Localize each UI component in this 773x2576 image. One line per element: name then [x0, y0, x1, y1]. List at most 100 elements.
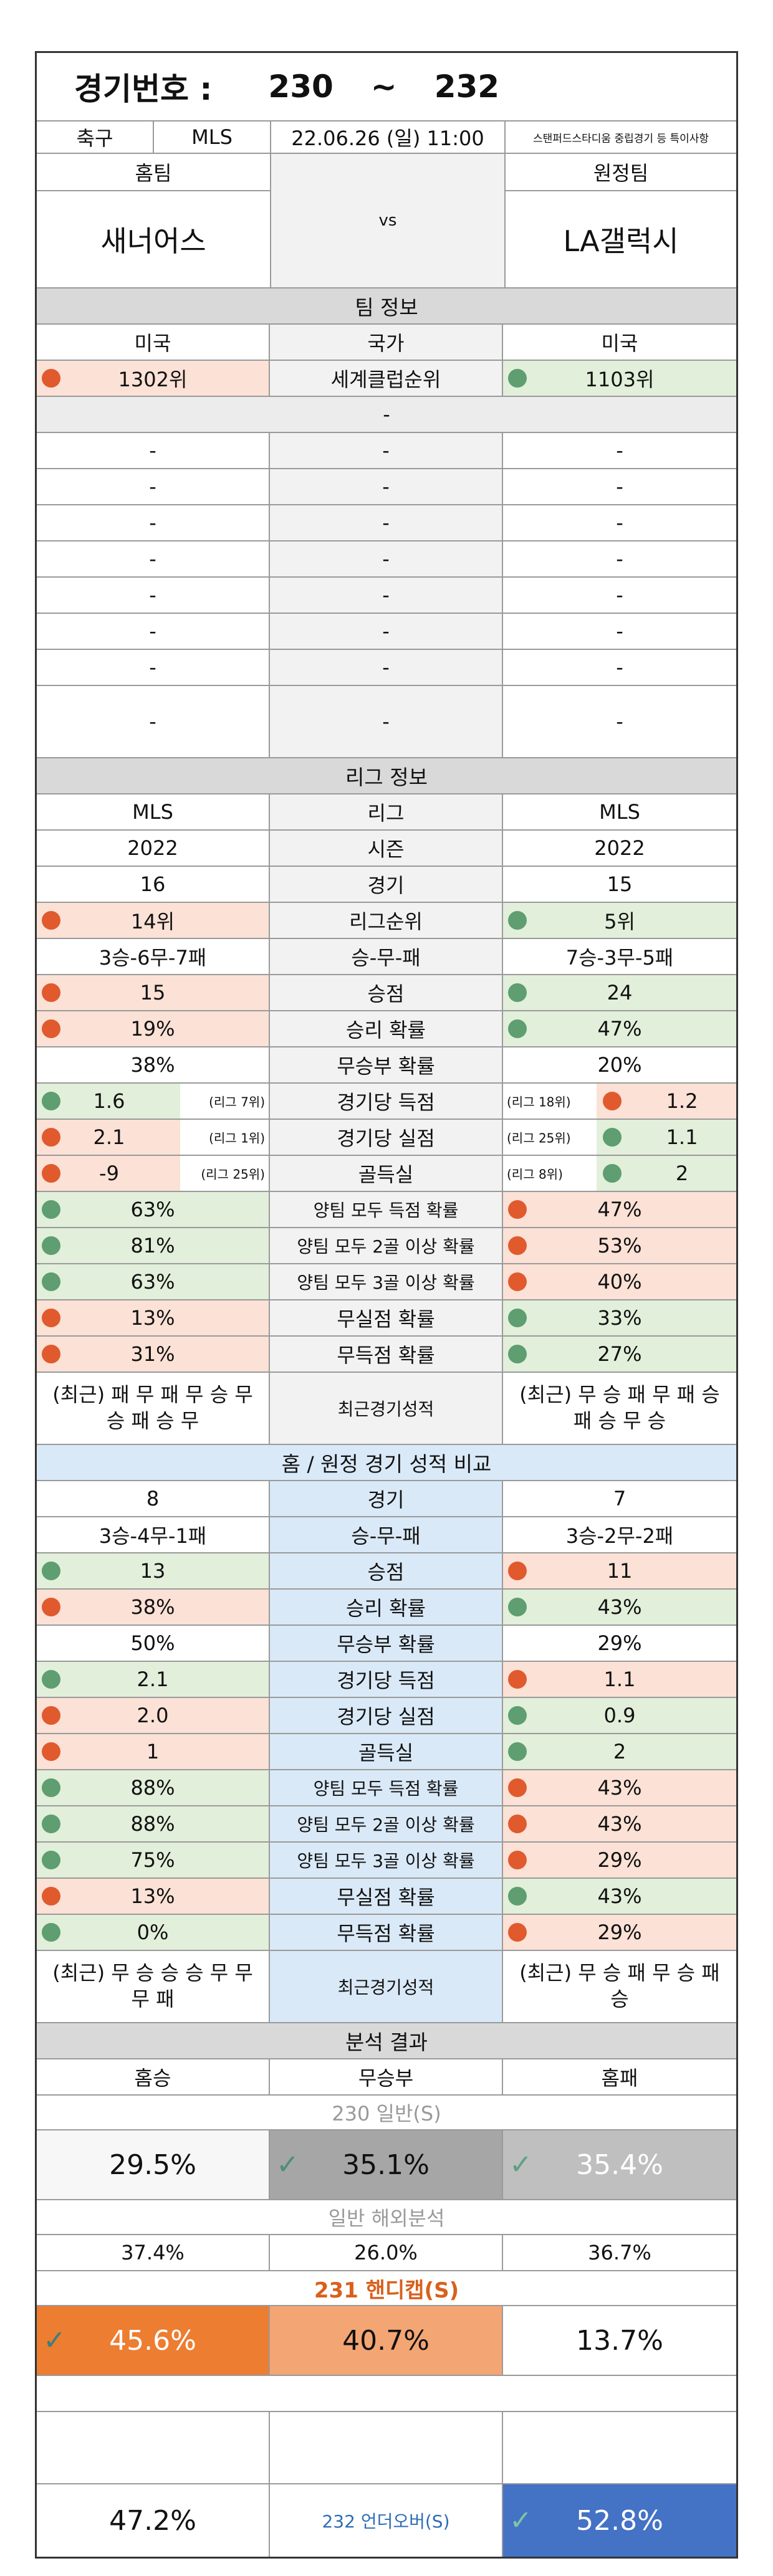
- stat-home: 63%: [37, 1264, 270, 1299]
- stat-home: 31%: [37, 1337, 270, 1371]
- stat-row: 2.1 (리그 1위) 경기당 실점 (리그 25위) 1.1: [37, 1120, 736, 1156]
- team-info-header: 팀 정보: [37, 289, 736, 325]
- dash-row: ---: [37, 433, 736, 469]
- overseas-row: 37.4% 26.0% 36.7%: [37, 2235, 736, 2271]
- stat-away-note: (리그 8위): [507, 1166, 563, 1182]
- dash-cell: -: [270, 505, 503, 540]
- stat-home: 38%: [37, 1590, 270, 1624]
- stat-away-value: 11: [607, 1559, 633, 1583]
- stat-away-value: 2: [675, 1162, 689, 1185]
- league-info-rows: MLS 리그 MLS 2022 시즌 2022 16 경기 15 14위 리그순위 5위 3승-6무-7…: [37, 794, 736, 1373]
- g230-label: 230 일반(S): [332, 2102, 441, 2125]
- green-dot-icon: [42, 1923, 60, 1942]
- stat-away-value: 1.1: [603, 1667, 636, 1691]
- dash-cell: -: [270, 578, 503, 613]
- stat-away: 2: [503, 1734, 736, 1769]
- stat-label: 경기: [270, 867, 503, 902]
- g231-home: ✓ 45.6%: [37, 2306, 270, 2375]
- stat-home-value: 16: [140, 872, 166, 896]
- green-dot-icon: [508, 1309, 527, 1327]
- stat-row: 15 승점 24: [37, 975, 736, 1011]
- green-dot-icon: [42, 1778, 60, 1797]
- stat-away-value: 3승-2무-2패: [565, 1524, 674, 1548]
- dash-row: ---: [37, 614, 736, 650]
- stat-label: 경기당 득점: [270, 1084, 503, 1119]
- g231-label: 231 핸디캡(S): [314, 2278, 459, 2303]
- stat-away: 29%: [503, 1843, 736, 1877]
- dash-row: ---: [37, 469, 736, 505]
- stat-away-value: 2022: [594, 836, 645, 860]
- g232-row: 47.2% 232 언더오버(S) ✓ 52.8%: [37, 2484, 736, 2557]
- home-team-cell: 홈팀 새너어스: [37, 154, 271, 287]
- stat-home: 2022: [37, 831, 270, 866]
- stat-row: 88% 양팀 모두 득점 확률 43%: [37, 1770, 736, 1806]
- col-home-win: 홈승: [37, 2059, 270, 2094]
- overseas-label-row: 일반 해외분석: [37, 2200, 736, 2235]
- stat-home: 1.6 (리그 7위): [37, 1084, 270, 1119]
- g230-label-row: 230 일반(S): [37, 2096, 736, 2130]
- red-dot-icon: [42, 1706, 60, 1725]
- green-dot-icon: [42, 1562, 60, 1580]
- red-dot-icon: [42, 1345, 60, 1363]
- stat-away: 20%: [503, 1047, 736, 1082]
- green-dot-icon: [42, 1670, 60, 1689]
- stat-away: 47%: [503, 1192, 736, 1227]
- stat-home-value: 75%: [130, 1848, 175, 1872]
- dash-cell: -: [37, 469, 270, 504]
- g231-row: ✓ 45.6% 40.7% 13.7%: [37, 2306, 736, 2376]
- stat-away-value: 43%: [597, 1884, 642, 1908]
- dash-cell: -: [37, 433, 270, 468]
- home-away-header: 홈 / 원정 경기 성적 비교: [37, 1445, 736, 1481]
- stat-row: 63% 양팀 모두 득점 확률 47%: [37, 1192, 736, 1228]
- dash-row: ---: [37, 686, 736, 758]
- stat-home-value: 2022: [127, 836, 178, 860]
- stat-label: 무득점 확률: [270, 1915, 503, 1950]
- stat-home: 38%: [37, 1047, 270, 1082]
- stat-row: 2.0 경기당 실점 0.9: [37, 1698, 736, 1734]
- teams-row: 홈팀 새너어스 vs 원정팀 LA갤럭시: [37, 154, 736, 289]
- stat-home-value: 15: [140, 981, 166, 1004]
- league-info-title: 리그 정보: [37, 758, 736, 793]
- g230-draw-value: 35.1%: [342, 2149, 430, 2181]
- g230-row: 29.5% ✓ 35.1% ✓ 35.4%: [37, 2130, 736, 2200]
- stat-row: 2022 시즌 2022: [37, 831, 736, 867]
- stat-row: 3승-6무-7패 승-무-패 7승-3무-5패: [37, 939, 736, 975]
- away-world-rank-value: 1103위: [585, 368, 655, 391]
- stat-away-value: 33%: [597, 1306, 642, 1330]
- stat-away-value: 29%: [597, 1631, 642, 1655]
- stat-away-value: 15: [607, 872, 633, 896]
- stat-row: 8 경기 7: [37, 1481, 736, 1517]
- stat-home-value: 81%: [130, 1234, 175, 1257]
- stat-label: 경기당 실점: [270, 1698, 503, 1733]
- stat-away: 24: [503, 975, 736, 1010]
- stat-away: 2022: [503, 831, 736, 866]
- stat-row: 81% 양팀 모두 2골 이상 확률 53%: [37, 1228, 736, 1264]
- dash-cell: -: [37, 686, 270, 757]
- dash-cell: -: [270, 433, 503, 468]
- g231-home-value: 45.6%: [109, 2324, 196, 2357]
- dash-cell: -: [616, 656, 623, 679]
- stat-home-value: 2.1: [93, 1125, 125, 1149]
- stat-away-value: 29%: [597, 1848, 642, 1872]
- dash-cell: -: [270, 469, 503, 504]
- check-icon: ✓: [43, 2324, 66, 2357]
- stat-home: 2.1: [37, 1662, 270, 1697]
- red-dot-icon: [508, 1923, 527, 1942]
- match-info-row: 축구 MLS 22.06.26 (일) 11:00 스탠퍼드스타디움 중립경기 …: [37, 122, 736, 154]
- dash-cell: -: [37, 541, 270, 576]
- stat-away: 29%: [503, 1626, 736, 1661]
- stat-label: 골득실: [270, 1156, 503, 1191]
- ha-away-recent: (최근) 무 승 패 무 승 패 승: [519, 1961, 720, 2011]
- g231-loss: 13.7%: [576, 2324, 663, 2357]
- stat-row: 13% 무실점 확률 43%: [37, 1879, 736, 1915]
- stat-home-value: 14위: [130, 910, 175, 933]
- stat-home-value: 2.1: [137, 1667, 169, 1691]
- stat-home: 88%: [37, 1806, 270, 1841]
- stat-away: (리그 8위) 2: [503, 1156, 736, 1191]
- stat-label: 양팀 모두 3골 이상 확률: [270, 1264, 503, 1299]
- stat-away: 40%: [503, 1264, 736, 1299]
- stat-label: 무실점 확률: [270, 1300, 503, 1335]
- stat-away-note: (리그 18위): [507, 1094, 571, 1110]
- stat-away-value: 7: [613, 1487, 627, 1510]
- header-row: 경기번호 : 230 ~ 232: [37, 53, 736, 122]
